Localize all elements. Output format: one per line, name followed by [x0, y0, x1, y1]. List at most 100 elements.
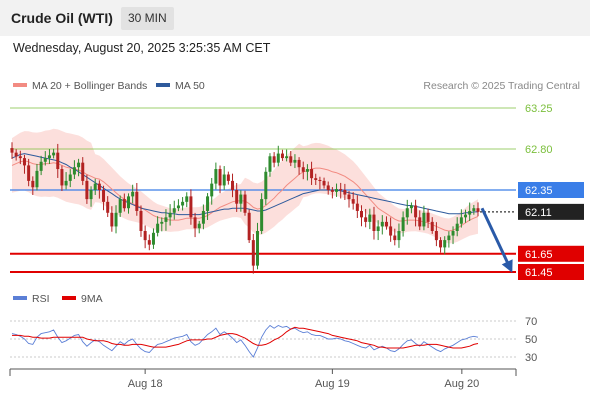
- candle-body: [77, 162, 81, 168]
- x-tick-label: Aug 20: [444, 378, 479, 390]
- candle-body: [405, 208, 409, 218]
- candle-body: [384, 221, 388, 227]
- candle-body: [81, 162, 85, 181]
- candle-body: [31, 180, 35, 188]
- candle-body: [102, 190, 106, 202]
- candle-body: [181, 201, 185, 206]
- projection-arrow-shaft: [480, 207, 513, 271]
- candle-body: [85, 180, 89, 200]
- last-price-label: 62.11: [525, 207, 552, 219]
- candle-body: [476, 208, 480, 212]
- pivot-label: 62.35: [525, 185, 553, 197]
- candle-body: [426, 212, 430, 222]
- support-label-box-5: [518, 264, 584, 280]
- rsi-tick-label: 50: [525, 334, 537, 346]
- candle-body: [414, 205, 418, 218]
- legend-rsi: RSI: [13, 293, 50, 305]
- candle-body: [439, 240, 443, 248]
- last-price-box: [518, 203, 584, 220]
- legend-swatch-ma20: [13, 83, 27, 88]
- candle-body: [243, 194, 247, 213]
- candle-body: [10, 148, 14, 153]
- candle-body: [147, 240, 151, 245]
- candle-body: [160, 221, 164, 224]
- candle-body: [255, 231, 259, 266]
- candle-body: [455, 223, 459, 231]
- candle-body: [264, 171, 268, 200]
- candle-body: [97, 183, 101, 190]
- support-label-box-4: [518, 245, 584, 262]
- x-tick-label: Aug 19: [315, 378, 350, 390]
- candle-body: [206, 196, 210, 211]
- rsi-tick-label: 70: [525, 316, 537, 328]
- projection-arrow-head: [501, 259, 513, 273]
- support-label-4: 61.65: [525, 249, 553, 261]
- candle-body: [280, 153, 284, 159]
- candle-body: [222, 174, 226, 186]
- candle-body: [380, 221, 384, 227]
- candle-body: [272, 156, 276, 163]
- candle-body: [106, 201, 110, 213]
- research-credit: Research © 2025 Trading Central: [423, 80, 580, 92]
- candle-body: [118, 199, 122, 213]
- candle-body: [72, 167, 76, 175]
- resistance-label-1: 62.80: [525, 144, 553, 156]
- candle-body: [343, 190, 347, 195]
- instrument-title: Crude Oil (WTI): [11, 10, 113, 26]
- timestamp: Wednesday, August 20, 2025 3:25:35 AM CE…: [13, 41, 271, 55]
- candle-body: [127, 196, 130, 209]
- candle-body: [318, 179, 322, 181]
- candle-body: [376, 226, 380, 231]
- candle-body: [60, 169, 64, 186]
- candle-body: [218, 169, 222, 186]
- resistance-label-0: 63.25: [525, 103, 553, 115]
- candle-body: [114, 212, 118, 227]
- candle-body: [197, 223, 201, 229]
- candle-body: [176, 205, 180, 209]
- candle-body: [201, 210, 205, 224]
- candle-body: [347, 194, 351, 200]
- candle-body: [122, 199, 126, 209]
- candle-body: [164, 217, 168, 222]
- candle-body: [43, 158, 47, 162]
- candle-body: [464, 214, 468, 218]
- candle-body: [472, 208, 476, 211]
- candle-body: [35, 170, 39, 188]
- candle-body: [451, 231, 455, 236]
- candle-body: [64, 180, 68, 186]
- candle-body: [135, 191, 139, 211]
- candle-body: [52, 152, 56, 156]
- candle-body: [285, 156, 289, 159]
- candle-body: [389, 226, 393, 236]
- legend-label-rsi: RSI: [32, 293, 50, 305]
- chart-header: Crude Oil (WTI) 30 MIN: [0, 0, 590, 36]
- support-label-5: 61.45: [525, 267, 553, 279]
- candle-body: [401, 217, 405, 231]
- candle-body: [393, 235, 397, 241]
- candle-body: [189, 196, 193, 218]
- candle-body: [89, 190, 93, 200]
- candle-body: [247, 212, 251, 241]
- legend-label-ma50: MA 50: [175, 80, 205, 92]
- candle-body: [27, 165, 31, 181]
- candle-body: [322, 180, 326, 186]
- candles-group: [10, 142, 480, 274]
- candle-body: [459, 217, 463, 224]
- candle-body: [418, 217, 422, 227]
- candle-body: [39, 161, 43, 171]
- candle-body: [235, 190, 239, 204]
- interval-badge[interactable]: 30 MIN: [121, 7, 174, 30]
- candle-body: [18, 156, 22, 159]
- candle-body: [110, 212, 114, 227]
- candle-body: [268, 156, 272, 172]
- legend-swatch-ma50: [156, 83, 170, 88]
- candle-body: [239, 194, 243, 204]
- pivot-label-box: [518, 182, 584, 198]
- candle-body: [251, 240, 255, 266]
- candle-body: [226, 174, 230, 181]
- candle-body: [434, 231, 438, 241]
- candle-body: [131, 191, 135, 197]
- candle-body: [56, 152, 60, 170]
- candle-body: [47, 155, 51, 159]
